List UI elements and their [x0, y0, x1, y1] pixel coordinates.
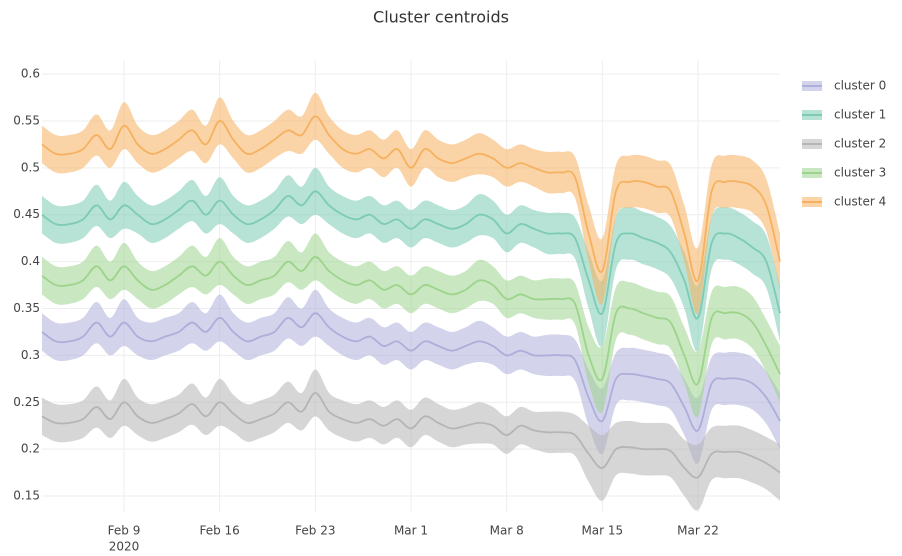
chart-title: Cluster centroids: [373, 8, 509, 27]
series-line: [41, 190, 781, 320]
legend-label: cluster 2: [834, 137, 886, 151]
legend-label: cluster 1: [834, 108, 886, 122]
legend-label: cluster 4: [834, 195, 886, 209]
x-tick-label: Feb 9: [108, 524, 141, 538]
x-tick-label: Feb 16: [199, 524, 239, 538]
x-tick-label: Mar 15: [581, 524, 623, 538]
error-band: [42, 289, 780, 464]
x-tick-label: Mar 8: [490, 524, 524, 538]
series-line: [41, 312, 781, 432]
legend-label: cluster 3: [834, 166, 886, 180]
y-tick-label: 0.55: [13, 113, 40, 127]
series-line: [41, 391, 781, 479]
y-tick-label: 0.15: [13, 489, 40, 503]
y-tick-label: 0.3: [21, 348, 40, 362]
series-line: [41, 256, 781, 386]
y-tick-label: 0.4: [21, 254, 40, 268]
legend-label: cluster 0: [834, 79, 886, 93]
series-line: [41, 115, 781, 282]
y-tick-label: 0.35: [13, 301, 40, 315]
x-year-label: 2020: [109, 540, 140, 554]
error-band: [42, 369, 780, 511]
y-tick-label: 0.5: [21, 160, 40, 174]
y-tick-label: 0.45: [13, 207, 40, 221]
y-tick-label: 0.25: [13, 395, 40, 409]
x-tick-label: Mar 22: [677, 524, 719, 538]
error-band: [42, 233, 780, 418]
y-tick-label: 0.6: [21, 67, 40, 81]
x-tick-label: Feb 23: [295, 524, 335, 538]
y-tick-label: 0.2: [21, 442, 40, 456]
x-tick-label: Mar 1: [394, 524, 428, 538]
